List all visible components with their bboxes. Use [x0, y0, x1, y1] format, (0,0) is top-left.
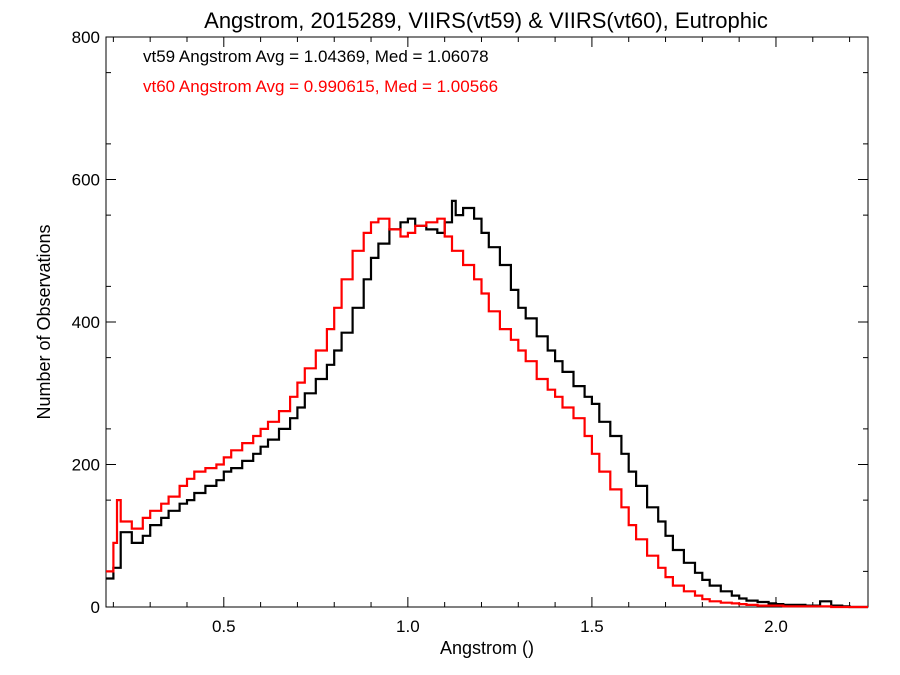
y-axis-title: Number of Observations	[34, 224, 54, 419]
x-tick-label: 1.5	[580, 617, 604, 636]
chart-title: Angstrom, 2015289, VIIRS(vt59) & VIIRS(v…	[204, 8, 768, 33]
x-tick-label: 0.5	[212, 617, 236, 636]
x-axis: 0.5 1.0 1.5 2.0	[112, 37, 851, 636]
y-axis: 0 200 400 600 800	[72, 28, 868, 617]
y-tick-label: 600	[72, 171, 100, 190]
series-layer	[106, 199, 868, 609]
y-tick-label: 0	[91, 598, 100, 617]
y-tick-label: 200	[72, 456, 100, 475]
y-tick-label: 800	[72, 28, 100, 47]
x-tick-label: 1.0	[396, 617, 420, 636]
annotation-vt59: vt59 Angstrom Avg = 1.04369, Med = 1.060…	[143, 47, 489, 66]
series-line-1	[106, 217, 868, 609]
plot-frame	[105, 36, 869, 608]
y-tick-label: 400	[72, 313, 100, 332]
x-axis-title: Angstrom ()	[440, 638, 534, 658]
annotation-vt60: vt60 Angstrom Avg = 0.990615, Med = 1.00…	[143, 77, 498, 96]
x-tick-label: 2.0	[764, 617, 788, 636]
series-line-0	[106, 199, 868, 609]
